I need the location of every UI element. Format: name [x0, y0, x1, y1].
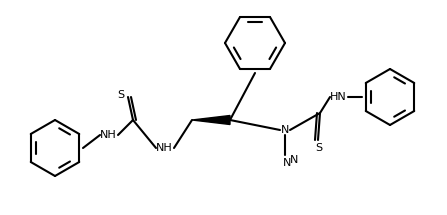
Text: HN: HN: [329, 92, 346, 102]
Text: NH: NH: [156, 143, 173, 153]
Text: N: N: [283, 158, 291, 168]
Text: S: S: [316, 143, 323, 153]
Text: N: N: [290, 155, 298, 165]
Polygon shape: [192, 115, 230, 124]
Text: N: N: [281, 125, 289, 135]
Text: NH: NH: [100, 130, 116, 140]
Text: S: S: [118, 90, 125, 100]
